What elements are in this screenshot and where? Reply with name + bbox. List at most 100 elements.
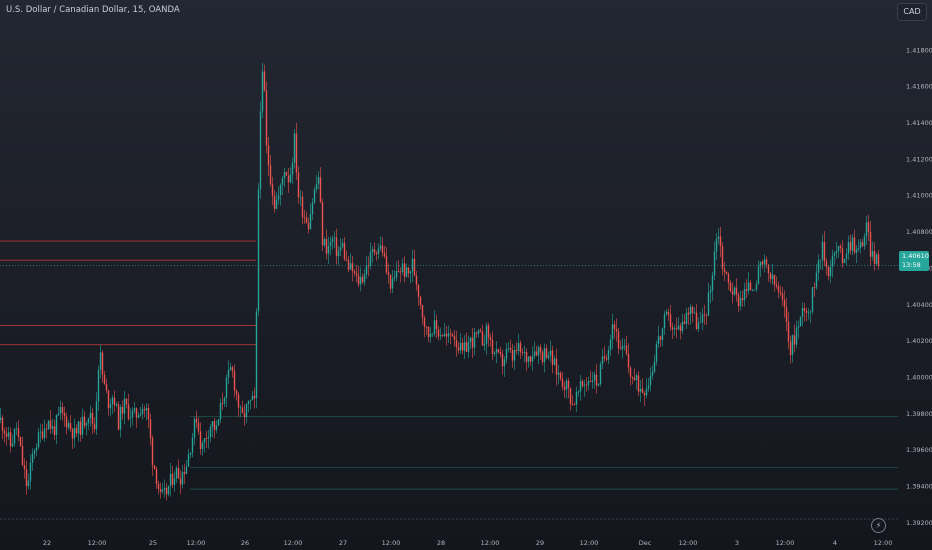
candle-body (629, 367, 632, 377)
y-tick-label: 1.41600 (906, 83, 932, 91)
candle-body (243, 412, 246, 418)
candle-body (249, 399, 252, 402)
candle-body (281, 178, 284, 185)
candle-body (705, 315, 708, 316)
candle-body (843, 258, 846, 264)
candle-body (141, 408, 144, 414)
candle-body (531, 356, 534, 362)
candle-body (133, 408, 136, 411)
candle-body (405, 267, 408, 277)
candle-body (213, 421, 216, 430)
candle-body (177, 467, 180, 479)
lightning-icon[interactable]: ⚡ (871, 518, 886, 533)
candle-body (827, 266, 830, 277)
candle-body (439, 335, 442, 337)
candle-body (569, 387, 572, 405)
candle-body (277, 195, 280, 200)
y-tick-label: 1.39800 (906, 410, 932, 418)
candle-body (169, 473, 172, 486)
candle-body (199, 431, 202, 449)
candle-body (657, 336, 660, 345)
candle-body (491, 339, 494, 355)
x-tick-label: 12:00 (776, 539, 795, 547)
candle-body (349, 263, 352, 270)
candle-body (699, 322, 702, 323)
candle-body (675, 328, 678, 330)
candle-body (27, 480, 30, 487)
y-tick-label: 1.39200 (906, 519, 932, 527)
candle-body (13, 428, 16, 444)
candle-body (467, 341, 470, 352)
candle-body (313, 189, 316, 203)
candle-body (603, 356, 606, 359)
candle-body (45, 428, 48, 430)
candle-body (471, 337, 474, 348)
candle-body (329, 242, 332, 247)
candle-body (733, 287, 736, 295)
candle-body (867, 222, 870, 232)
candle-body (565, 380, 568, 390)
candle-body (453, 336, 456, 341)
candle-body (447, 333, 450, 337)
candle-body (639, 388, 642, 392)
candle-body (709, 290, 712, 293)
candle-body (465, 342, 468, 352)
candle-body (173, 478, 176, 485)
candle-body (79, 421, 82, 435)
candle-body (145, 407, 148, 411)
candle-body (55, 415, 58, 435)
candle-body (71, 429, 74, 439)
candle-body (871, 251, 874, 257)
candle-body (765, 259, 768, 265)
candle-body (431, 333, 434, 335)
candle-body (115, 404, 118, 406)
candle-body (725, 271, 728, 275)
candle-body (227, 370, 230, 378)
x-tick-label: 27 (339, 539, 347, 547)
candle-body (757, 266, 760, 285)
candle-body (689, 306, 692, 315)
candle-body (89, 412, 92, 419)
candle-body (481, 331, 484, 346)
x-axis[interactable]: 22 12:00 25 12:00 26 12:00 27 12:00 28 12:00 29 12:… (43, 539, 893, 547)
candle-body (611, 324, 614, 340)
candle-body (793, 335, 796, 345)
candle-body (193, 418, 196, 438)
candle-body (727, 274, 730, 283)
candle-body (87, 418, 90, 424)
zones-layer (0, 240, 898, 490)
candle-body (511, 349, 514, 361)
candle-body (63, 412, 66, 417)
candle-body (823, 241, 826, 262)
candle-body (123, 398, 126, 414)
candle-body (515, 350, 518, 351)
candle-body (403, 263, 406, 277)
candle-body (535, 351, 538, 356)
candle-body (655, 344, 658, 362)
candle-body (391, 278, 394, 289)
candle-body (865, 222, 868, 237)
candle-body (211, 421, 214, 427)
candle-body (423, 317, 426, 327)
candle-body (507, 347, 510, 349)
currency-button[interactable]: CAD (897, 3, 927, 21)
candle-body (17, 428, 20, 437)
candle-body (721, 246, 724, 269)
candle-body (129, 417, 132, 419)
candle-body (363, 274, 366, 283)
candle-body (563, 386, 566, 390)
candle-body (559, 372, 562, 379)
candle-body (633, 378, 636, 380)
candle-body (283, 172, 286, 179)
candle-body (475, 332, 478, 334)
candle-body (371, 249, 374, 252)
candle-body (581, 381, 584, 386)
candle-body (537, 347, 540, 356)
candle-body (15, 428, 18, 430)
candle-body (623, 345, 626, 347)
candle-body (259, 111, 262, 190)
candle-body (263, 71, 266, 91)
candle-body (255, 311, 258, 399)
candle-body (745, 289, 748, 291)
